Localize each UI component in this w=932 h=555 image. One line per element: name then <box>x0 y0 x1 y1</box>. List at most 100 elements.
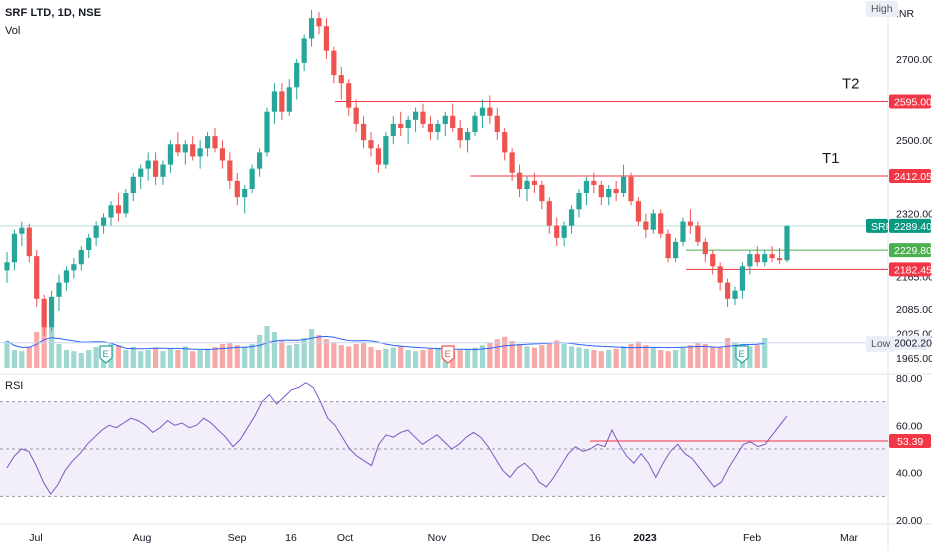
candle-body <box>383 136 389 165</box>
candle-body <box>48 296 55 328</box>
volume-bar <box>643 345 649 368</box>
volume-bar <box>152 347 159 368</box>
low-tag: Low <box>866 336 896 352</box>
candle-body <box>294 62 300 88</box>
candle-body <box>115 205 122 214</box>
volume-bar <box>353 344 359 368</box>
volume-ma-line <box>6 335 765 351</box>
time-tick-label: Feb <box>743 532 761 544</box>
price-tick-label: 2500.00 <box>896 135 932 147</box>
candle-body <box>583 180 590 194</box>
volume-bar <box>160 351 166 368</box>
volume-bar <box>242 346 248 368</box>
volume-bar <box>256 335 263 368</box>
earnings-marker-label: E <box>445 349 451 360</box>
earnings-marker-label: E <box>103 349 109 360</box>
candle-body <box>509 152 515 173</box>
candle-body <box>130 176 136 194</box>
time-tick-label: 16 <box>285 532 297 544</box>
volume-bar <box>56 344 62 368</box>
candle-body <box>539 184 545 202</box>
candle-body <box>360 123 367 141</box>
candle-body <box>494 115 500 133</box>
rsi-tick-label: 20.00 <box>896 515 922 527</box>
volume-bar <box>672 350 679 368</box>
volume-bar <box>360 342 367 368</box>
currency-label: INR <box>896 8 915 20</box>
volume-bar <box>4 341 10 368</box>
volume-bar <box>561 344 567 368</box>
candle-body <box>353 107 359 124</box>
volume-bar <box>286 345 292 368</box>
volume-bar <box>197 350 203 368</box>
time-tick-label: Mar <box>840 532 859 544</box>
volume-bar <box>665 351 671 368</box>
rsi-level-box <box>889 433 931 448</box>
volume-bar <box>301 338 307 368</box>
candle-body <box>658 213 664 234</box>
volume-bar <box>502 336 508 368</box>
candle-body <box>762 254 768 263</box>
volume-bar <box>576 347 582 368</box>
candle-body <box>219 148 226 161</box>
price-label-box <box>889 243 931 258</box>
candle-body <box>368 140 374 149</box>
candle-body <box>739 266 746 291</box>
rsi-legend: RSI <box>5 380 24 392</box>
candle-body <box>613 189 619 194</box>
volume-bar <box>516 344 523 368</box>
candle-body <box>769 254 775 259</box>
candle-body <box>264 111 270 153</box>
time-tick-label: 16 <box>589 532 601 544</box>
time-tick-label: Aug <box>133 532 152 544</box>
price-label-box <box>889 218 931 233</box>
candle-body <box>279 91 285 112</box>
price-label-box <box>889 94 931 109</box>
volume-bar <box>658 350 664 368</box>
volume-bar <box>420 350 426 368</box>
candle-body <box>628 176 634 202</box>
volume-bar <box>11 350 18 368</box>
price-tick-label: 2700.00 <box>896 54 932 66</box>
volume-bar <box>412 351 419 368</box>
price-tick-label: 2320.00 <box>896 208 932 220</box>
candle-body <box>197 148 203 157</box>
volume-bar <box>19 351 25 368</box>
price-label-box <box>889 168 931 183</box>
price-tick-label: 2085.00 <box>896 304 932 316</box>
volume-bar <box>130 347 136 368</box>
volume-bar <box>479 345 486 368</box>
time-tick-label: 2023 <box>633 532 657 544</box>
candle-body <box>271 91 278 112</box>
candle-body <box>160 164 166 177</box>
volume-bar <box>680 347 686 368</box>
chart-title: SRF LTD, 1D, NSE <box>5 7 102 19</box>
volume-bar <box>710 346 716 368</box>
candle-body <box>687 221 694 226</box>
candle-body <box>457 127 463 141</box>
volume-bar <box>531 347 538 368</box>
volume-bar <box>167 348 174 368</box>
candle-body <box>598 184 604 198</box>
candle-body <box>405 119 411 128</box>
earnings-marker <box>99 345 113 364</box>
rsi-level-value: 53.39 <box>897 436 923 448</box>
candle-body <box>19 227 25 234</box>
volume-bar <box>227 342 233 368</box>
volume-bar <box>383 348 389 368</box>
volume-bar <box>145 350 151 368</box>
volume-bar <box>598 351 604 368</box>
candle-body <box>41 298 47 328</box>
candle-body <box>256 152 263 169</box>
volume-bar <box>687 345 694 368</box>
volume-bar <box>234 345 240 368</box>
volume-bar <box>568 346 575 368</box>
candle-body <box>308 18 315 39</box>
candle-body <box>249 168 255 189</box>
volume-bar <box>338 345 344 368</box>
volume-bar <box>138 351 144 368</box>
candle-body <box>435 123 441 133</box>
volume-bar <box>375 350 382 368</box>
